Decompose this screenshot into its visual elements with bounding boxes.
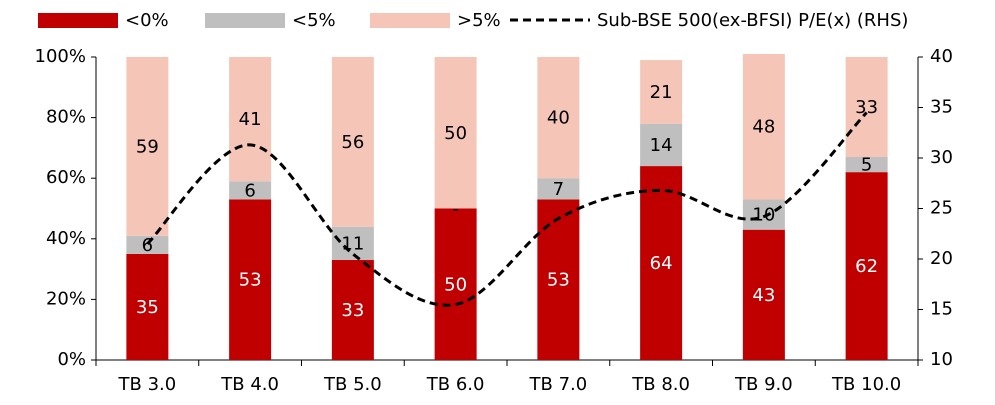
bar-segment <box>742 229 785 360</box>
data-label: 5 <box>861 155 872 176</box>
bar-segment <box>331 226 374 261</box>
bar-segment <box>229 181 272 200</box>
y-tick-label: 0% <box>57 349 86 370</box>
bar-segment <box>126 235 169 254</box>
bar-segment <box>331 57 374 227</box>
legend-swatch <box>370 13 450 28</box>
data-label: 6 <box>244 180 255 201</box>
data-label: 41 <box>239 109 262 130</box>
y-tick-label: 80% <box>46 107 86 128</box>
y2-tick-label: 10 <box>930 349 953 370</box>
x-tick-label: TB 10.0 <box>831 374 901 395</box>
x-tick-label: TB 6.0 <box>426 374 485 395</box>
data-label: 14 <box>650 135 673 156</box>
bar-segment <box>434 208 477 360</box>
data-label: 33 <box>855 97 878 118</box>
line-series <box>146 111 868 307</box>
bar-segment <box>229 57 272 182</box>
x-tick-label: TB 4.0 <box>220 374 279 395</box>
data-label: 43 <box>752 285 775 306</box>
bar-segment <box>331 260 374 360</box>
data-label: 33 <box>341 300 364 321</box>
y2-tick-label: 35 <box>930 97 953 118</box>
bar-segment <box>845 172 888 360</box>
y2-tick-label: 15 <box>930 299 953 320</box>
y-tick-label: 20% <box>46 288 86 309</box>
data-label: 53 <box>547 270 570 291</box>
legend-swatch <box>205 13 285 28</box>
data-label: 35 <box>136 297 159 318</box>
bar-segment <box>845 57 888 157</box>
y2-tick-label: 25 <box>930 198 953 219</box>
x-tick-label: TB 5.0 <box>323 374 382 395</box>
y-tick-label: 60% <box>46 167 86 188</box>
x-tick-label: TB 8.0 <box>631 374 690 395</box>
x-tick-label: TB 3.0 <box>118 374 177 395</box>
bar-segment <box>537 57 580 179</box>
x-tick-label: TB 9.0 <box>734 374 793 395</box>
legend-label: >5% <box>457 10 501 31</box>
bar-segment <box>229 199 272 360</box>
legend-swatch <box>38 13 118 28</box>
y2-tick-label: 40 <box>930 46 953 67</box>
data-label: 11 <box>341 233 364 254</box>
bar-segment <box>434 57 477 209</box>
data-label: 21 <box>650 82 673 103</box>
bar-segment <box>640 123 683 167</box>
y-tick-label: 100% <box>35 46 86 67</box>
data-label: 6 <box>142 235 153 256</box>
bar-segment <box>742 53 785 200</box>
bar-segment <box>537 199 580 360</box>
bar-segment <box>126 253 169 360</box>
bar-segment <box>742 199 785 230</box>
data-label: 56 <box>341 132 364 153</box>
legend-label: <0% <box>125 10 169 31</box>
data-label: 48 <box>752 117 775 138</box>
data-label: 40 <box>547 108 570 129</box>
data-label: 64 <box>650 253 673 274</box>
data-label: 7 <box>553 179 564 200</box>
legend-label: <5% <box>292 10 336 31</box>
bar-segment <box>640 60 683 124</box>
data-label: 59 <box>136 136 159 157</box>
data-label: 50 <box>444 123 467 144</box>
legend-label: Sub-BSE 500(ex-BFSI) P/E(x) (RHS) <box>597 10 908 31</box>
bar-segment <box>537 178 580 200</box>
bar-segment <box>126 57 169 236</box>
data-label: 53 <box>239 270 262 291</box>
y2-tick-label: 20 <box>930 248 953 269</box>
x-tick-label: TB 7.0 <box>529 374 588 395</box>
bar-segment <box>845 156 888 173</box>
data-label: - <box>452 199 459 220</box>
y-tick-label: 40% <box>46 228 86 249</box>
data-label: 62 <box>855 256 878 277</box>
y2-tick-label: 30 <box>930 147 953 168</box>
data-label: 50 <box>444 274 467 295</box>
bar-segment <box>640 166 683 360</box>
